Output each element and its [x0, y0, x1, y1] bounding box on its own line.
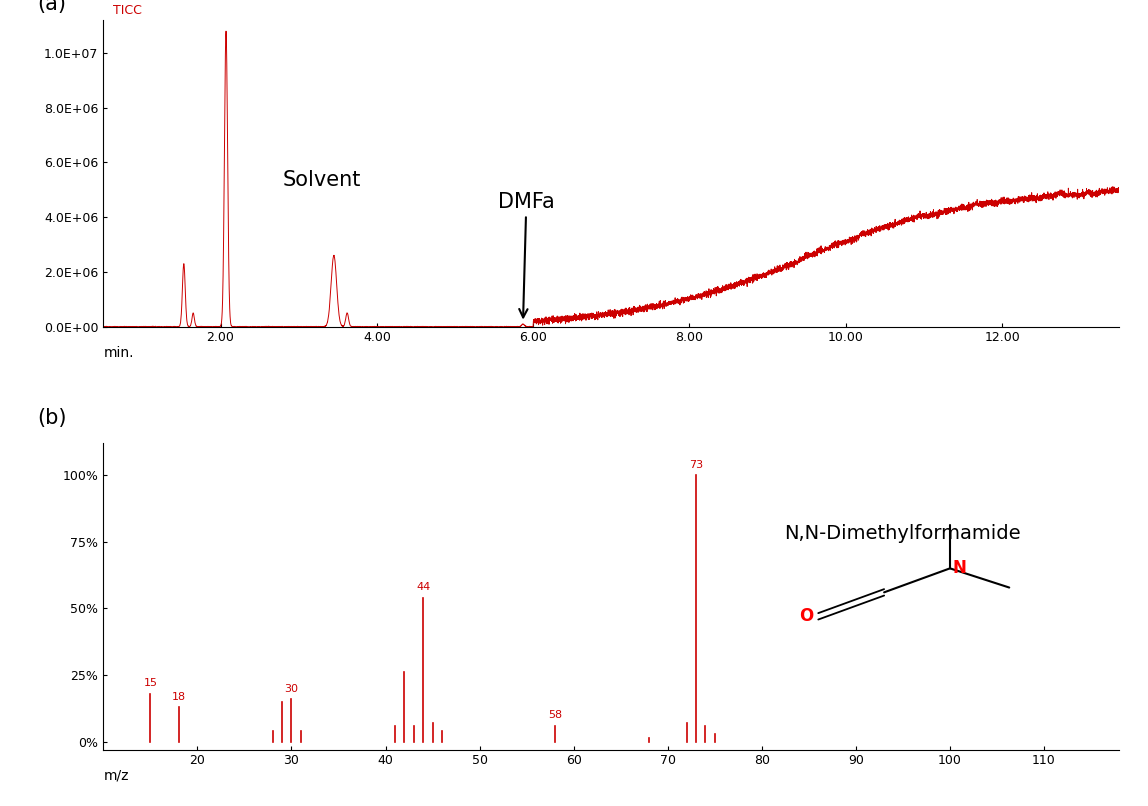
Text: N: N: [953, 559, 967, 577]
Text: O: O: [799, 608, 814, 625]
Text: DMFa: DMFa: [498, 192, 554, 318]
Text: 44: 44: [416, 583, 430, 592]
X-axis label: min.: min.: [103, 346, 134, 360]
X-axis label: m/z: m/z: [103, 769, 129, 783]
Text: (a): (a): [37, 0, 67, 14]
Text: (b): (b): [37, 408, 67, 428]
Text: N,N-Dimethylformamide: N,N-Dimethylformamide: [784, 524, 1022, 543]
Text: TICC: TICC: [114, 4, 142, 17]
Text: Solvent: Solvent: [284, 170, 362, 189]
Text: 18: 18: [171, 692, 186, 701]
Text: 73: 73: [689, 459, 703, 470]
Text: 15: 15: [144, 679, 157, 688]
Text: 58: 58: [548, 710, 561, 721]
Text: 30: 30: [285, 683, 298, 694]
